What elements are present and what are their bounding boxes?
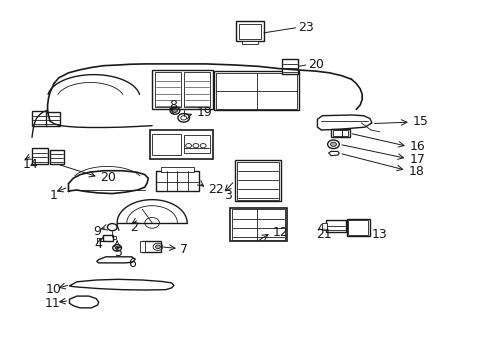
Text: 13: 13: [371, 228, 387, 241]
Text: 14: 14: [23, 158, 39, 171]
Bar: [152, 70, 212, 109]
Text: 18: 18: [408, 165, 424, 177]
Bar: [325, 220, 345, 232]
Text: 20: 20: [307, 58, 323, 72]
Text: 20: 20: [100, 171, 116, 184]
Bar: [229, 207, 287, 242]
Bar: [183, 72, 210, 107]
Bar: [242, 41, 257, 44]
Circle shape: [115, 247, 119, 249]
Bar: [108, 236, 116, 239]
Text: 17: 17: [409, 153, 425, 166]
Text: 1: 1: [50, 189, 58, 202]
Text: 6: 6: [127, 257, 135, 270]
Bar: [142, 242, 161, 252]
Bar: [235, 21, 264, 41]
Bar: [346, 219, 369, 237]
Text: 22: 22: [207, 183, 224, 196]
Bar: [332, 130, 341, 136]
Text: 3: 3: [223, 189, 231, 202]
Bar: [216, 73, 297, 109]
Bar: [214, 71, 299, 110]
Bar: [32, 111, 46, 126]
Bar: [152, 134, 181, 155]
Bar: [50, 150, 63, 164]
Text: 23: 23: [297, 21, 313, 33]
Bar: [156, 171, 199, 191]
Bar: [140, 242, 144, 252]
Text: 5: 5: [115, 246, 123, 258]
Text: 16: 16: [409, 140, 425, 153]
Text: 21: 21: [315, 228, 331, 241]
Bar: [46, 112, 60, 126]
Text: 4: 4: [95, 238, 102, 251]
Bar: [236, 162, 279, 200]
Bar: [238, 23, 260, 39]
Text: 19: 19: [197, 105, 212, 119]
Text: 2: 2: [130, 221, 138, 234]
Bar: [150, 130, 213, 158]
Bar: [282, 59, 298, 74]
Text: 9: 9: [93, 225, 101, 238]
Bar: [322, 223, 326, 230]
Text: 11: 11: [44, 297, 60, 310]
Bar: [231, 209, 285, 240]
Text: 8: 8: [168, 99, 176, 112]
Bar: [32, 148, 47, 164]
Text: 15: 15: [412, 115, 427, 128]
Circle shape: [155, 245, 160, 249]
Bar: [341, 130, 347, 136]
Text: 12: 12: [272, 226, 288, 239]
Bar: [347, 220, 368, 235]
Bar: [183, 135, 210, 153]
Circle shape: [330, 142, 336, 147]
Bar: [234, 160, 281, 202]
Text: 10: 10: [46, 283, 62, 296]
Bar: [161, 167, 194, 172]
Bar: [103, 235, 113, 242]
Circle shape: [172, 109, 177, 112]
Bar: [154, 72, 181, 107]
Text: 7: 7: [180, 243, 188, 256]
Bar: [330, 129, 349, 137]
